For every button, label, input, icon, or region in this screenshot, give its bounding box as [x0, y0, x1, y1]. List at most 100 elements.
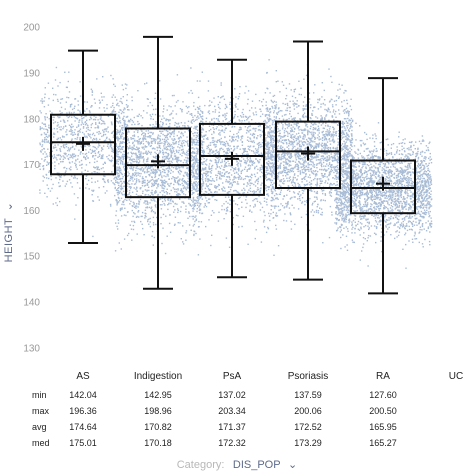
data-point	[101, 146, 103, 149]
data-point	[59, 176, 61, 178]
data-point	[84, 153, 87, 155]
data-point	[328, 138, 331, 140]
data-point	[203, 158, 205, 160]
data-point	[60, 176, 62, 178]
data-point	[111, 159, 113, 162]
data-point	[160, 166, 162, 168]
data-point	[169, 183, 172, 185]
data-point	[137, 206, 139, 208]
data-point	[139, 157, 141, 159]
data-point	[139, 168, 142, 170]
data-point	[190, 169, 192, 171]
data-point	[216, 139, 219, 142]
data-point	[123, 182, 126, 184]
data-point	[262, 221, 265, 223]
data-point	[119, 120, 121, 122]
data-point	[141, 157, 143, 159]
data-point	[224, 159, 226, 161]
data-point	[65, 170, 67, 172]
data-point	[279, 180, 281, 183]
data-point	[283, 149, 286, 151]
data-point	[196, 152, 198, 155]
data-point	[122, 109, 125, 111]
data-point	[324, 138, 326, 140]
data-point	[204, 163, 207, 165]
data-point	[161, 197, 164, 199]
data-point	[59, 128, 61, 131]
data-point	[249, 149, 251, 151]
data-point	[196, 141, 199, 144]
data-point	[79, 164, 81, 166]
data-point	[177, 188, 179, 190]
data-point	[116, 131, 118, 134]
data-point	[215, 162, 218, 164]
data-point	[44, 119, 47, 121]
data-point	[335, 147, 337, 149]
data-point	[106, 190, 108, 192]
data-point	[225, 210, 228, 212]
data-point	[48, 135, 50, 137]
data-point	[51, 142, 54, 145]
data-point	[268, 172, 271, 175]
data-point	[203, 150, 205, 152]
data-point	[120, 171, 122, 173]
data-point	[146, 201, 149, 203]
data-point	[264, 173, 266, 176]
data-point	[172, 147, 174, 150]
data-point	[45, 153, 48, 155]
data-point	[51, 187, 53, 190]
data-point	[99, 144, 101, 147]
data-point	[223, 203, 225, 205]
data-point	[343, 133, 346, 135]
data-point	[67, 157, 69, 160]
data-point	[291, 196, 293, 199]
data-point	[150, 172, 152, 174]
data-point	[195, 178, 197, 180]
data-point	[127, 171, 129, 173]
data-point	[195, 219, 197, 221]
data-point	[253, 162, 256, 164]
data-point	[137, 115, 140, 117]
data-point	[288, 117, 290, 120]
data-point	[198, 165, 200, 168]
data-point	[169, 199, 172, 201]
data-point	[115, 222, 117, 224]
data-point	[252, 140, 255, 142]
data-point	[244, 92, 246, 94]
data-point	[217, 156, 220, 159]
data-point	[104, 161, 106, 164]
data-point	[68, 130, 71, 132]
data-point	[183, 152, 185, 154]
data-point	[156, 146, 158, 149]
data-point	[114, 187, 116, 190]
data-point	[193, 141, 196, 143]
data-point	[121, 187, 123, 190]
data-point	[138, 200, 140, 202]
data-point	[265, 171, 267, 173]
data-point	[123, 111, 125, 114]
data-point	[292, 178, 294, 180]
data-point	[251, 150, 253, 152]
data-point	[338, 83, 340, 86]
data-point	[124, 83, 127, 85]
data-point	[155, 152, 157, 155]
data-point	[193, 234, 195, 237]
data-point	[198, 206, 200, 208]
data-point	[176, 150, 178, 152]
data-point	[186, 172, 188, 175]
data-point	[110, 132, 113, 134]
data-point	[144, 209, 147, 211]
data-point	[138, 147, 140, 149]
data-point	[279, 209, 282, 211]
data-point	[107, 115, 110, 117]
data-point	[71, 161, 74, 163]
data-point	[127, 152, 129, 154]
data-point	[224, 190, 226, 192]
data-point	[329, 147, 332, 149]
data-point	[118, 187, 120, 189]
data-point	[166, 192, 169, 194]
data-point	[178, 125, 181, 128]
data-point	[39, 126, 41, 128]
data-point	[150, 118, 152, 120]
data-point	[344, 143, 346, 145]
